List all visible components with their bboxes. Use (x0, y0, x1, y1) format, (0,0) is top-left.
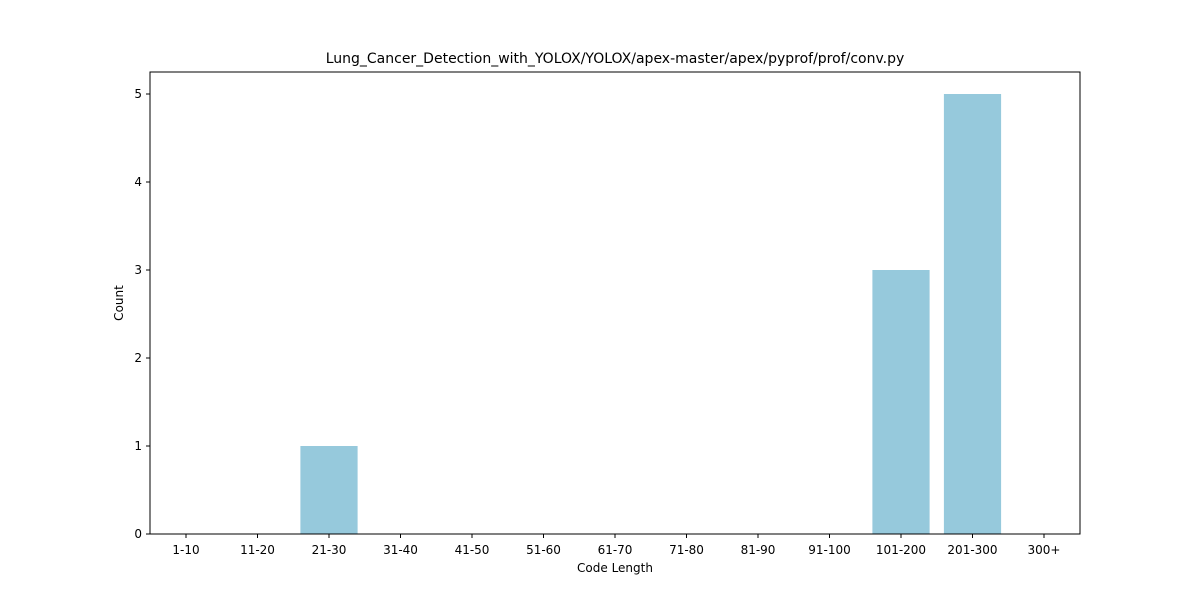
bar-201-300 (943, 94, 1002, 534)
x-axis: 1-10 11-20 21-30 31-40 41-50 51-60 61-70 71-80 8… (172, 534, 1060, 557)
chart-title: Lung_Cancer_Detection_with_YOLOX/YOLOX/a… (326, 51, 905, 67)
x-tick-label: 91-100 (808, 543, 851, 557)
x-tick-label: 41-50 (455, 543, 490, 557)
x-tick-label: 1-10 (172, 543, 199, 557)
x-tick-label: 11-20 (240, 543, 275, 557)
y-axis-label: Count (112, 285, 126, 321)
x-tick-label: 71-80 (669, 543, 704, 557)
x-axis-label: Code Length (577, 561, 653, 575)
bar-21-30 (300, 446, 358, 534)
x-tick-label: 201-300 (947, 543, 997, 557)
x-tick-label: 101-200 (876, 543, 926, 557)
y-tick-label: 2 (134, 351, 142, 365)
x-tick-label: 31-40 (383, 543, 418, 557)
y-tick-label: 5 (134, 87, 142, 101)
x-tick-label: 21-30 (312, 543, 347, 557)
y-tick-label: 1 (134, 439, 142, 453)
x-tick-label: 61-70 (598, 543, 633, 557)
y-tick-label: 4 (134, 175, 142, 189)
y-axis: 0 1 2 3 4 5 (134, 87, 150, 541)
x-tick-label: 81-90 (741, 543, 776, 557)
y-tick-label: 0 (134, 527, 142, 541)
plot-frame (149, 71, 1081, 535)
x-tick-label: 51-60 (526, 543, 561, 557)
x-tick-label: 300+ (1028, 543, 1061, 557)
y-tick-label: 3 (134, 263, 142, 277)
bars-group (300, 94, 1002, 534)
bar-101-200 (872, 270, 930, 534)
